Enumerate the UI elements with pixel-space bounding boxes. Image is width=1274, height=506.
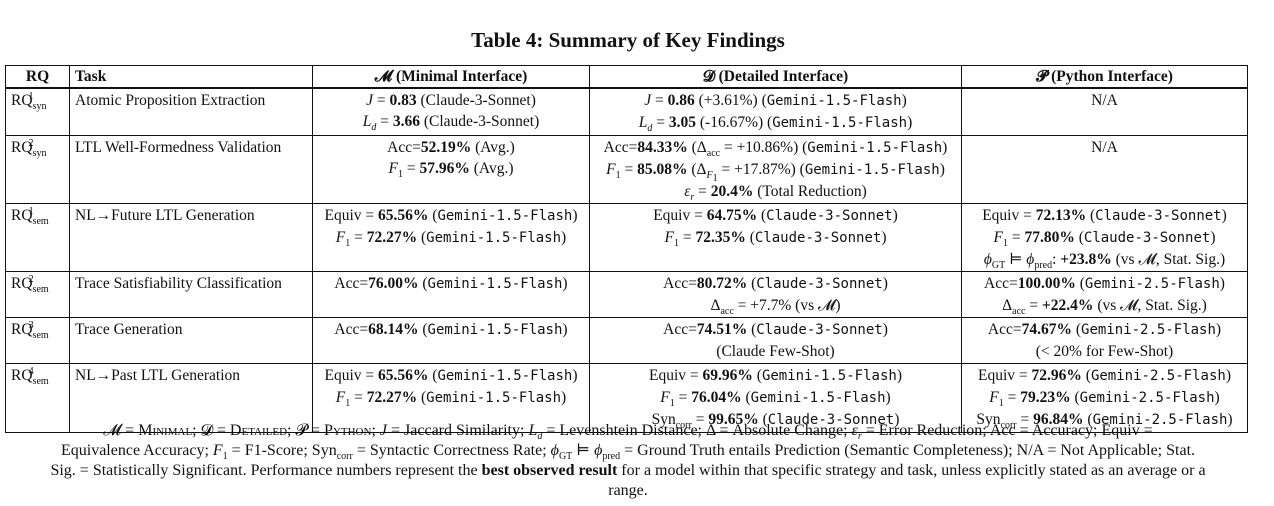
cell-line: J = 0.86 (+3.61%) (Gemini-1.5-Flash) [644, 92, 907, 109]
cell-line: (Claude Few-Shot) [716, 343, 835, 360]
table-footnote: 𝓜 = Minimal; 𝓓 = Detailed; 𝓟 = Python; J… [5, 421, 1251, 501]
header-python: 𝓟 (Python Interface) [961, 65, 1248, 89]
header-minimal: 𝓜 (Minimal Interface) [312, 65, 590, 89]
table-row: RQsyn2 LTL Well-Formedness Validation Ac… [5, 135, 1248, 204]
minimal-cell: Acc=76.00% (Gemini-1.5-Flash) [312, 271, 590, 318]
cell-line: F1 = 77.80% (Claude-3-Sonnet) [993, 229, 1216, 250]
table-row: RQsem3 Trace Generation Acc=68.14% (Gemi… [5, 317, 1248, 364]
footnote-line-2: Equivalence Accuracy; F1 = F1-Score; Syn… [60, 442, 1196, 463]
cell-line: F1 = 76.04% (Gemini-1.5-Flash) [660, 389, 891, 410]
cell-line: Equiv = 72.96% (Gemini-2.5-Flash) [978, 367, 1231, 384]
cell-line: Equiv = 65.56% (Gemini-1.5-Flash) [324, 367, 578, 384]
task-cell: NL→Future LTL Generation [69, 203, 313, 272]
minimal-cell: Equiv = 65.56% (Gemini-1.5-Flash) F1 = 7… [312, 363, 590, 433]
cell-line: Δacc = +22.4% (vs 𝓜, Stat. Sig.) [1002, 297, 1207, 318]
detailed-cell: Equiv = 64.75% (Claude-3-Sonnet) F1 = 72… [589, 203, 962, 272]
findings-table: RQ Task 𝓜 (Minimal Interface) 𝓓 (Detaile… [5, 65, 1248, 433]
cell-line: F1 = 57.96% (Avg.) [388, 160, 514, 181]
cell-line: J = 0.83 (Claude-3-Sonnet) [366, 92, 536, 109]
cell-line: N/A [1091, 92, 1118, 109]
rq-cell: RQsem1 [5, 203, 70, 272]
python-cell: Equiv = 72.13% (Claude-3-Sonnet) F1 = 77… [961, 203, 1248, 272]
cell-line: Acc=100.00% (Gemini-2.5-Flash) [984, 275, 1225, 292]
cell-line: Acc=80.72% (Claude-3-Sonnet) [663, 275, 888, 292]
task-cell: Trace Satisfiability Classification [69, 271, 313, 318]
cell-line: F1 = 72.35% (Claude-3-Sonnet) [664, 229, 887, 250]
rq-cell: RQsyn2 [5, 135, 70, 204]
task-cell: Trace Generation [69, 317, 313, 364]
rq-cell: RQsem4 [5, 363, 70, 433]
detailed-cell: Equiv = 69.96% (Gemini-1.5-Flash) F1 = 7… [589, 363, 962, 433]
cell-line: Syncorr = 96.84% (Gemini-2.5-Flash) [976, 411, 1233, 432]
minimal-cell: Acc=68.14% (Gemini-1.5-Flash) [312, 317, 590, 364]
minimal-cell: J = 0.83 (Claude-3-Sonnet) Ld = 3.66 (Cl… [312, 87, 590, 136]
cell-line: Ld = 3.05 (-16.67%) (Gemini-1.5-Flash) [638, 114, 913, 135]
table-row: RQsem4 NL→Past LTL Generation Equiv = 65… [5, 363, 1248, 433]
detailed-cell: Acc=80.72% (Claude-3-Sonnet) Δacc = +7.7… [589, 271, 962, 318]
cell-line: F1 = 85.08% (ΔF1 = +17.87%) (Gemini-1.5-… [606, 161, 945, 185]
python-cell: Acc=74.67% (Gemini-2.5-Flash) (< 20% for… [961, 317, 1248, 364]
footnote-line-1: 𝓜 = Minimal; 𝓓 = Detailed; 𝓟 = Python; J… [103, 422, 1153, 443]
cell-line: Equiv = 65.56% (Gemini-1.5-Flash) [324, 207, 578, 224]
header-row: RQ Task 𝓜 (Minimal Interface) 𝓓 (Detaile… [5, 65, 1248, 89]
cell-line: Equiv = 64.75% (Claude-3-Sonnet) [653, 207, 898, 224]
cell-line: Acc=52.19% (Avg.) [387, 139, 515, 156]
cell-line: F1 = 72.27% (Gemini-1.5-Flash) [335, 389, 567, 410]
header-task: Task [69, 65, 313, 89]
cell-line: Acc=74.67% (Gemini-2.5-Flash) [987, 321, 1222, 338]
cell-line: Acc=76.00% (Gemini-1.5-Flash) [334, 275, 568, 292]
cell-line: εr = 20.4% (Total Reduction) [684, 183, 867, 204]
cell-line: ϕGT ⊨ ϕpred: +23.8% (vs 𝓜, Stat. Sig.) [983, 251, 1226, 272]
header-rq: RQ [5, 65, 70, 89]
footnote-line-3: Sig. = Statistically Significant. Perfor… [50, 462, 1206, 479]
task-cell: NL→Past LTL Generation [69, 363, 313, 433]
cell-line: Acc=84.33% (Δacc = +10.86%) (Gemini-1.5-… [603, 139, 948, 160]
rq-cell: RQsem3 [5, 317, 70, 364]
cell-line: Equiv = 72.13% (Claude-3-Sonnet) [982, 207, 1227, 224]
python-cell: N/A [961, 87, 1248, 136]
cell-line: Ld = 3.66 (Claude-3-Sonnet) [362, 113, 540, 134]
python-cell: Acc=100.00% (Gemini-2.5-Flash) Δacc = +2… [961, 271, 1248, 318]
cell-line: (< 20% for Few-Shot) [1035, 343, 1174, 360]
table-title: Table 4: Summary of Key Findings [471, 28, 785, 52]
task-cell: Atomic Proposition Extraction [69, 87, 313, 136]
minimal-cell: Acc=52.19% (Avg.) F1 = 57.96% (Avg.) [312, 135, 590, 204]
detailed-cell: J = 0.86 (+3.61%) (Gemini-1.5-Flash) Ld … [589, 87, 962, 136]
cell-line: F1 = 72.27% (Gemini-1.5-Flash) [335, 229, 567, 250]
detailed-cell: Acc=84.33% (Δacc = +10.86%) (Gemini-1.5-… [589, 135, 962, 204]
minimal-cell: Equiv = 65.56% (Gemini-1.5-Flash) F1 = 7… [312, 203, 590, 272]
detailed-cell: Acc=74.51% (Claude-3-Sonnet) (Claude Few… [589, 317, 962, 364]
cell-line: Syncorr = 99.65% (Claude-3-Sonnet) [651, 411, 900, 432]
python-cell: Equiv = 72.96% (Gemini-2.5-Flash) F1 = 7… [961, 363, 1248, 433]
cell-line: Acc=68.14% (Gemini-1.5-Flash) [334, 321, 568, 338]
header-detailed: 𝓓 (Detailed Interface) [589, 65, 962, 89]
rq-cell: RQsem2 [5, 271, 70, 318]
cell-line: N/A [1091, 139, 1118, 156]
cell-line: Equiv = 69.96% (Gemini-1.5-Flash) [649, 367, 902, 384]
table-row: RQsem1 NL→Future LTL Generation Equiv = … [5, 203, 1248, 272]
footnote-line-4: range. [608, 482, 648, 499]
task-cell: LTL Well-Formedness Validation [69, 135, 313, 204]
table-row: RQsyn1 Atomic Proposition Extraction J =… [5, 87, 1248, 136]
cell-line: F1 = 79.23% (Gemini-2.5-Flash) [989, 389, 1220, 410]
cell-line: Δacc = +7.7% (vs 𝓜) [710, 297, 841, 318]
rq-cell: RQsyn1 [5, 87, 70, 136]
table-row: RQsem2 Trace Satisfiability Classificati… [5, 271, 1248, 318]
cell-line: Acc=74.51% (Claude-3-Sonnet) [663, 321, 888, 338]
python-cell: N/A [961, 135, 1248, 204]
